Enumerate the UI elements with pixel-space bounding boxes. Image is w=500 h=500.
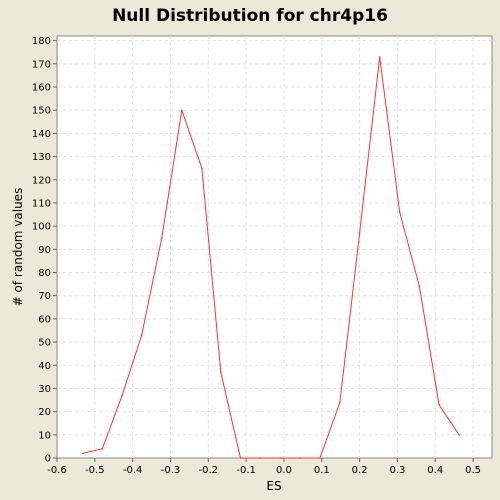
data-point [319, 457, 321, 459]
data-point [378, 56, 381, 58]
x-tick-label: -0.3 [161, 465, 181, 476]
series-line-1 [82, 56, 460, 459]
y-tick-label: 140 [32, 129, 51, 140]
data-point [339, 401, 341, 404]
grid [57, 36, 492, 458]
y-tick-label: 130 [32, 152, 51, 163]
data-point [219, 371, 222, 374]
x-tick-label: 0.5 [465, 465, 481, 476]
y-tick-label: 0 [45, 454, 51, 465]
x-tick-label: 0.4 [427, 465, 443, 476]
y-tick-label: 70 [38, 291, 51, 302]
x-tick-label: -0.1 [236, 465, 256, 476]
data-point [398, 211, 401, 214]
y-tick-label: 30 [38, 384, 51, 395]
y-tick-label: 150 [32, 106, 51, 117]
data-point [358, 232, 361, 234]
data-point [259, 457, 261, 459]
data-point [121, 394, 123, 397]
axes: -0.6 -0.5 -0.4 -0.3 -0.2 -0.1 0.0 0.1 0.2 0.3 0.4 0… [32, 36, 481, 476]
data-point [81, 452, 84, 455]
data-point [160, 236, 163, 239]
y-tick-label: 80 [38, 268, 51, 279]
y-tick-label: 110 [32, 198, 51, 209]
data-point [239, 457, 242, 459]
data-point [438, 403, 440, 406]
data-point [140, 334, 143, 336]
x-tick-label: 0.0 [276, 465, 292, 476]
y-tick-label: 170 [32, 59, 51, 70]
data-point [181, 109, 183, 111]
x-tick-label: -0.5 [85, 465, 105, 476]
data-point [279, 457, 281, 459]
data-point [418, 285, 421, 288]
y-tick-label: 180 [32, 36, 51, 47]
x-tick-label: 0.3 [389, 465, 405, 476]
y-axis-label: # of random values [11, 188, 25, 307]
x-axis-label: ES [266, 479, 281, 493]
plot-area [56, 35, 493, 459]
x-tick-label: -0.2 [199, 465, 219, 476]
y-tick-label: 100 [32, 222, 51, 233]
y-tick-label: 10 [38, 430, 51, 441]
y-tick-label: 40 [38, 361, 51, 372]
y-tick-label: 90 [38, 245, 51, 256]
data-point [201, 167, 203, 169]
y-tick-label: 160 [32, 83, 51, 94]
y-tick-label: 120 [32, 175, 51, 186]
chart-title: Null Distribution for chr4p16 [112, 6, 388, 26]
data-point [101, 447, 104, 450]
data-point [299, 457, 301, 459]
x-tick-label: 0.1 [314, 465, 330, 476]
x-tick-label: 0.2 [352, 465, 368, 476]
x-tick-label: -0.6 [47, 465, 67, 476]
y-tick-label: 20 [38, 407, 51, 418]
y-tick-label: 50 [38, 338, 51, 349]
y-tick-label: 60 [38, 314, 51, 325]
x-tick-label: -0.4 [123, 465, 143, 476]
data-point [458, 434, 460, 436]
series-layer [81, 56, 460, 459]
